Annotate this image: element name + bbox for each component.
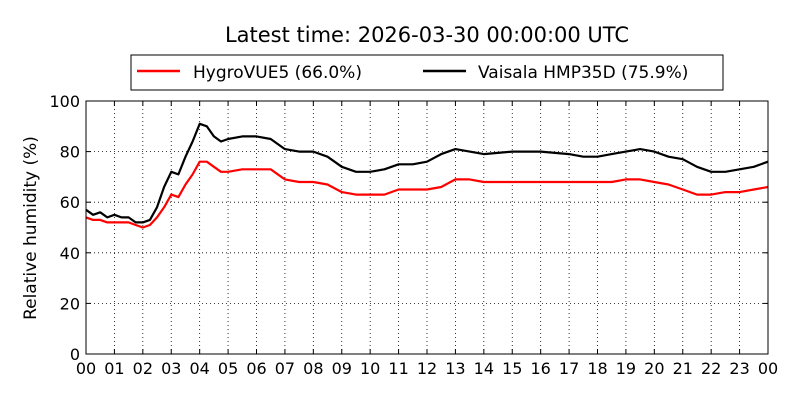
x-tick-label: 11 — [388, 359, 408, 378]
x-tick-label: 07 — [275, 359, 295, 378]
y-tick-label: 80 — [60, 143, 80, 162]
x-tick-label: 20 — [644, 359, 664, 378]
series-lines — [85, 122, 769, 229]
x-tick-label: 05 — [218, 359, 238, 378]
legend-box — [130, 54, 724, 91]
y-tick-label: 40 — [60, 244, 80, 263]
x-tick-label: 18 — [587, 359, 607, 378]
x-tick-label: 12 — [417, 359, 437, 378]
x-tick-label: 14 — [474, 359, 494, 378]
y-axis-ticks: 0 20 40 60 80 100 — [49, 92, 768, 364]
x-tick-label: 22 — [701, 359, 721, 378]
x-tick-label: 00 — [76, 359, 96, 378]
x-tick-label: 17 — [559, 359, 579, 378]
x-axis-ticks: 00 01 02 03 04 05 06 07 08 09 10 11 12 13 14 15 16 17 18 19… — [76, 101, 778, 378]
x-tick-label: 09 — [332, 359, 352, 378]
x-tick-label: 13 — [445, 359, 465, 378]
x-tick-label: 03 — [161, 359, 181, 378]
legend: HygroVUE5 (66.0%) Vaisala HMP35D (75.9%) — [130, 54, 724, 91]
chart-title: Latest time: 2026-03-30 00:00:00 UTC — [225, 23, 629, 47]
y-tick-label: 20 — [60, 294, 80, 313]
series-line-vaisala — [85, 122, 769, 224]
x-tick-label: 06 — [246, 359, 266, 378]
x-tick-label: 04 — [189, 359, 209, 378]
x-tick-label: 10 — [360, 359, 380, 378]
legend-label-vaisala: Vaisala HMP35D (75.9%) — [478, 63, 688, 83]
grid — [86, 101, 768, 354]
x-tick-label: 15 — [502, 359, 522, 378]
x-tick-label: 01 — [104, 359, 124, 378]
y-tick-label: 100 — [49, 92, 80, 111]
y-tick-label: 60 — [60, 193, 80, 212]
legend-label-hygrovue5: HygroVUE5 (66.0%) — [193, 63, 362, 83]
x-tick-label: 19 — [616, 359, 636, 378]
y-axis-label: Relative humidity (%) — [21, 136, 41, 320]
y-tick-label: 0 — [70, 345, 80, 364]
series-line-hygrovue5 — [85, 160, 769, 229]
x-tick-label: 00 — [758, 359, 778, 378]
x-tick-label: 21 — [673, 359, 693, 378]
x-tick-label: 02 — [133, 359, 153, 378]
plot-frame — [85, 100, 769, 355]
x-tick-label: 08 — [303, 359, 323, 378]
x-tick-label: 16 — [530, 359, 550, 378]
x-tick-label: 23 — [729, 359, 749, 378]
